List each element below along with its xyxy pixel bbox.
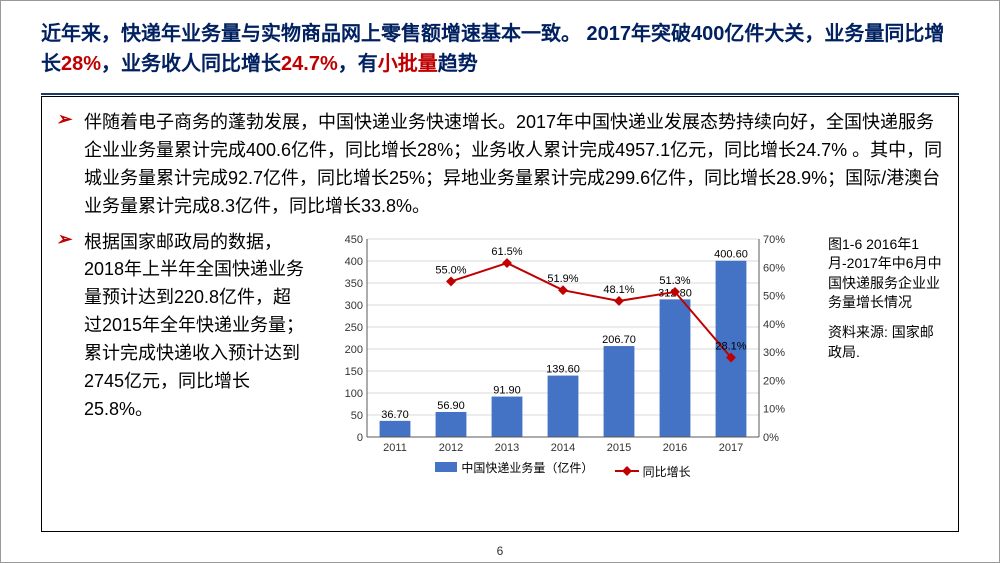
svg-text:36.70: 36.70 [381, 408, 409, 420]
svg-text:70%: 70% [763, 234, 785, 246]
chart: 0 50 100 150 200 250 300 350 400 450 0% 10% 20% 30% 40… [306, 229, 820, 480]
page-number: 6 [1, 544, 999, 558]
caption-title: 图1-6 2016年1月-2017年中6月中国快递服务企业业务量增长情况 [828, 235, 944, 313]
svg-text:2012: 2012 [439, 442, 463, 454]
legend-line-label: 同比增长 [643, 463, 691, 480]
svg-text:350: 350 [345, 278, 363, 290]
svg-text:30%: 30% [763, 347, 785, 359]
svg-text:400.60: 400.60 [714, 248, 748, 260]
caption-source: 资料来源: 国家邮政局. [828, 323, 944, 362]
svg-text:150: 150 [345, 366, 363, 378]
svg-text:100: 100 [345, 388, 363, 400]
paragraph-1: ➢ 伴随着电子商务的蓬勃发展，中国快递业务快速增长。2017年中国快递业发展态势… [56, 109, 944, 221]
svg-text:139.60: 139.60 [546, 363, 580, 375]
legend-bar-label: 中国快递业务量（亿件） [461, 459, 593, 476]
paragraph-1-text: 伴随着电子商务的蓬勃发展，中国快递业务快速增长。2017年中国快递业发展态势持续… [84, 109, 944, 221]
paragraph-2-text: 根据国家邮政局的数据，2018年上半年全国快递业务量预计达到220.8亿件，超过… [84, 229, 306, 480]
svg-text:2013: 2013 [495, 442, 519, 454]
svg-text:56.90: 56.90 [437, 400, 465, 412]
svg-text:0%: 0% [763, 432, 779, 444]
svg-text:2015: 2015 [607, 442, 631, 454]
svg-text:50: 50 [351, 410, 363, 422]
title-rule [41, 93, 959, 95]
bullet-icon: ➢ [56, 229, 84, 480]
svg-text:2016: 2016 [663, 442, 687, 454]
content-box: ➢ 伴随着电子商务的蓬勃发展，中国快递业务快速增长。2017年中国快递业发展态势… [41, 96, 959, 532]
svg-text:28.1%: 28.1% [715, 340, 746, 352]
svg-text:250: 250 [345, 322, 363, 334]
svg-text:51.3%: 51.3% [659, 274, 690, 286]
svg-text:2011: 2011 [383, 442, 407, 454]
svg-text:2014: 2014 [551, 442, 575, 454]
svg-text:40%: 40% [763, 318, 785, 330]
svg-text:206.70: 206.70 [602, 334, 636, 346]
svg-text:200: 200 [345, 344, 363, 356]
svg-text:50%: 50% [763, 290, 785, 302]
chart-caption: 图1-6 2016年1月-2017年中6月中国快递服务企业业务量增长情况 资料来… [820, 229, 944, 480]
svg-text:0: 0 [357, 432, 363, 444]
bullet-icon: ➢ [56, 109, 84, 130]
svg-text:51.9%: 51.9% [547, 273, 578, 285]
svg-text:91.90: 91.90 [493, 384, 521, 396]
svg-text:10%: 10% [763, 403, 785, 415]
svg-text:2017: 2017 [719, 442, 743, 454]
svg-text:60%: 60% [763, 262, 785, 274]
bar-line-chart: 0 50 100 150 200 250 300 350 400 450 0% 10% 20% 30% 40… [333, 229, 793, 459]
slide-title: 近年来，快递年业务量与实物商品网上零售额增速基本一致。 2017年突破400亿件… [1, 1, 999, 89]
svg-text:55.0%: 55.0% [435, 264, 466, 276]
svg-text:300: 300 [345, 300, 363, 312]
svg-text:450: 450 [345, 234, 363, 246]
svg-text:20%: 20% [763, 375, 785, 387]
chart-legend: 中国快递业务量（亿件） 同比增长 [435, 459, 690, 480]
svg-text:61.5%: 61.5% [491, 246, 522, 258]
svg-text:400: 400 [345, 256, 363, 268]
svg-text:48.1%: 48.1% [603, 284, 634, 296]
